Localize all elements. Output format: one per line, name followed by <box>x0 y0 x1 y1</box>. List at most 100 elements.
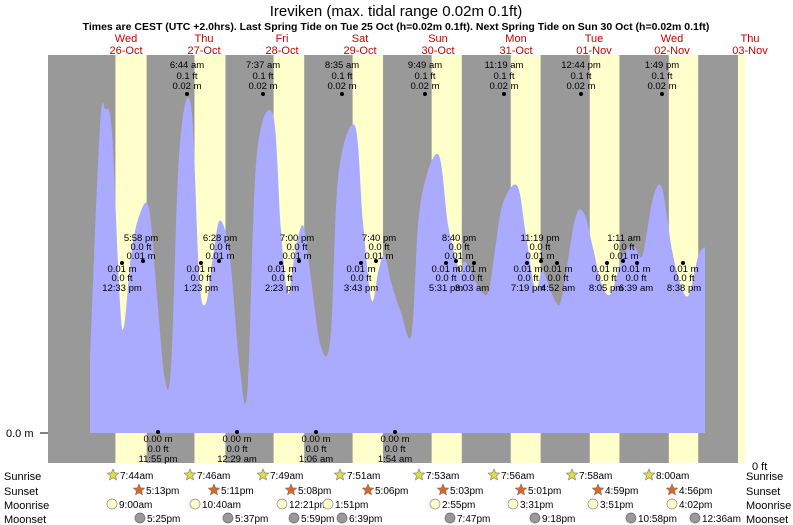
sunset-time: 5:01pm <box>528 486 561 497</box>
moonset-icon <box>134 512 146 524</box>
secondary-low-time: 7:19 pm <box>511 283 545 294</box>
sunset-icon <box>132 483 146 496</box>
low-water-ft: 0.0 ft <box>226 444 247 455</box>
day-name: Sun <box>428 33 448 45</box>
high-water-m: 0.02 m <box>489 81 518 92</box>
moonrise-time: 10:40am <box>202 500 241 511</box>
secondary-low-time: 4:52 am <box>541 283 575 294</box>
secondary-high-ft: 0.0 ft <box>286 242 307 253</box>
moonrise-icon <box>666 498 678 510</box>
moonrise-icon <box>507 498 519 510</box>
secondary-high-ft: 0.0 ft <box>209 242 230 253</box>
sunset-icon <box>665 483 679 496</box>
high-water-time: 11:19 am <box>485 60 524 71</box>
secondary-high-ft: 0.0 ft <box>448 242 469 253</box>
secondary-high-marker <box>141 259 145 263</box>
day-name: Thu <box>195 33 214 45</box>
secondary-low-marker <box>681 261 685 265</box>
low-water-time: 1:06 am <box>299 454 333 465</box>
sunrise-time: 7:56am <box>501 471 534 482</box>
secondary-low-m: 0.01 m <box>669 264 698 275</box>
secondary-high-time: 1:11 am <box>607 233 641 244</box>
low-water-m: 0.00 m <box>222 434 251 445</box>
secondary-low-ft: 0.0 ft <box>190 273 211 284</box>
moonset-icon <box>689 512 701 524</box>
secondary-low-ft: 0.0 ft <box>435 273 456 284</box>
secondary-low-ft: 0.0 ft <box>350 273 371 284</box>
secondary-high-ft: 0.0 ft <box>368 242 389 253</box>
moonrise-icon <box>276 498 288 510</box>
secondary-low-marker <box>605 261 609 265</box>
low-water-time: 12:29 am <box>217 454 257 465</box>
secondary-low-m: 0.01 m <box>267 264 296 275</box>
high-water-ft: 0.1 ft <box>570 71 591 82</box>
high-water-time: 1:49 pm <box>645 60 679 71</box>
day-header: Wed26-OctThu27-OctFri28-OctSat29-OctSun3… <box>109 33 768 57</box>
secondary-low-m: 0.01 m <box>107 264 136 275</box>
row-label-left: Moonset <box>4 514 46 525</box>
secondary-high-marker <box>454 259 458 263</box>
y-right-label: 0 ft <box>752 461 767 473</box>
secondary-low-ft: 0.0 ft <box>461 273 482 284</box>
moonrise-time: 12:21pm <box>289 500 328 511</box>
moonset-icon <box>336 512 348 524</box>
row-label-right: Moonset <box>746 514 788 525</box>
high-water-ft: 0.1 ft <box>252 71 273 82</box>
secondary-low-m: 0.01 m <box>621 264 650 275</box>
high-water-ft: 0.1 ft <box>331 71 352 82</box>
secondary-high-ft: 0.0 ft <box>613 242 634 253</box>
row-labels-left: Sunrise Sunset Moonrise Moonset <box>4 471 49 525</box>
secondary-low-time: 6:39 am <box>619 283 653 294</box>
secondary-low-marker <box>444 261 448 265</box>
sunset-time: 4:59pm <box>605 486 638 497</box>
high-water-ft: 0.1 ft <box>651 71 672 82</box>
day-date: 27-Oct <box>187 45 220 57</box>
secondary-low-marker <box>199 261 203 265</box>
secondary-low-m: 0.01 m <box>457 264 486 275</box>
moonrise-icon <box>429 498 441 510</box>
low-water-m: 0.00 m <box>301 434 330 445</box>
secondary-high-m: 0.01 m <box>126 251 155 262</box>
day-date: 02-Nov <box>654 45 690 57</box>
moonset-time: 5:59pm <box>301 514 334 525</box>
tide-area <box>90 97 705 434</box>
sunrise-time: 7:46am <box>197 471 230 482</box>
high-water-m: 0.02 m <box>172 81 201 92</box>
sunset-time: 5:08pm <box>298 486 331 497</box>
chart-title: Ireviken (max. tidal range 0.02m 0.1ft) <box>270 3 523 20</box>
sunrise-icon <box>487 468 501 481</box>
moonset-time: 9:18pm <box>542 514 575 525</box>
low-water-m: 0.00 m <box>143 434 172 445</box>
day-date: 29-Oct <box>343 45 376 57</box>
high-water-time: 9:49 am <box>408 60 442 71</box>
high-water-time: 12:44 pm <box>561 60 601 71</box>
sunrise-time: 7:51am <box>347 471 380 482</box>
secondary-low-marker <box>472 261 476 265</box>
day-name: Sat <box>352 33 369 45</box>
sunset-icon <box>436 483 450 496</box>
sunset-time: 4:56pm <box>679 486 712 497</box>
secondary-low-m: 0.01 m <box>431 264 460 275</box>
sunset-icon <box>591 483 605 496</box>
secondary-high-m: 0.01 m <box>525 251 554 262</box>
secondary-low-marker <box>555 261 559 265</box>
secondary-low-ft: 0.0 ft <box>625 273 646 284</box>
tide-labels: 6:44 am0.1 ft0.02 m7:37 am0.1 ft0.02 m8:… <box>102 60 701 465</box>
sunset-icon <box>514 483 528 496</box>
secondary-low-ft: 0.0 ft <box>517 273 538 284</box>
row-label-left: Sunset <box>4 486 38 498</box>
secondary-high-time: 11:19 pm <box>521 233 560 244</box>
day-date: 01-Nov <box>576 45 612 57</box>
sunset-time: 5:13pm <box>146 486 179 497</box>
high-water-time: 6:44 am <box>170 60 204 71</box>
moonrise-time: 1:51pm <box>335 500 368 511</box>
secondary-low-ft: 0.0 ft <box>673 273 694 284</box>
secondary-high-marker <box>217 259 221 263</box>
row-labels-right: Sunrise Sunset Moonrise Moonset <box>746 471 791 525</box>
sunrise-time: 7:44am <box>120 471 153 482</box>
high-water-time: 8:35 am <box>325 60 359 71</box>
high-water-marker <box>423 92 427 96</box>
high-water-ft: 0.1 ft <box>414 71 435 82</box>
low-water-marker <box>156 430 160 434</box>
